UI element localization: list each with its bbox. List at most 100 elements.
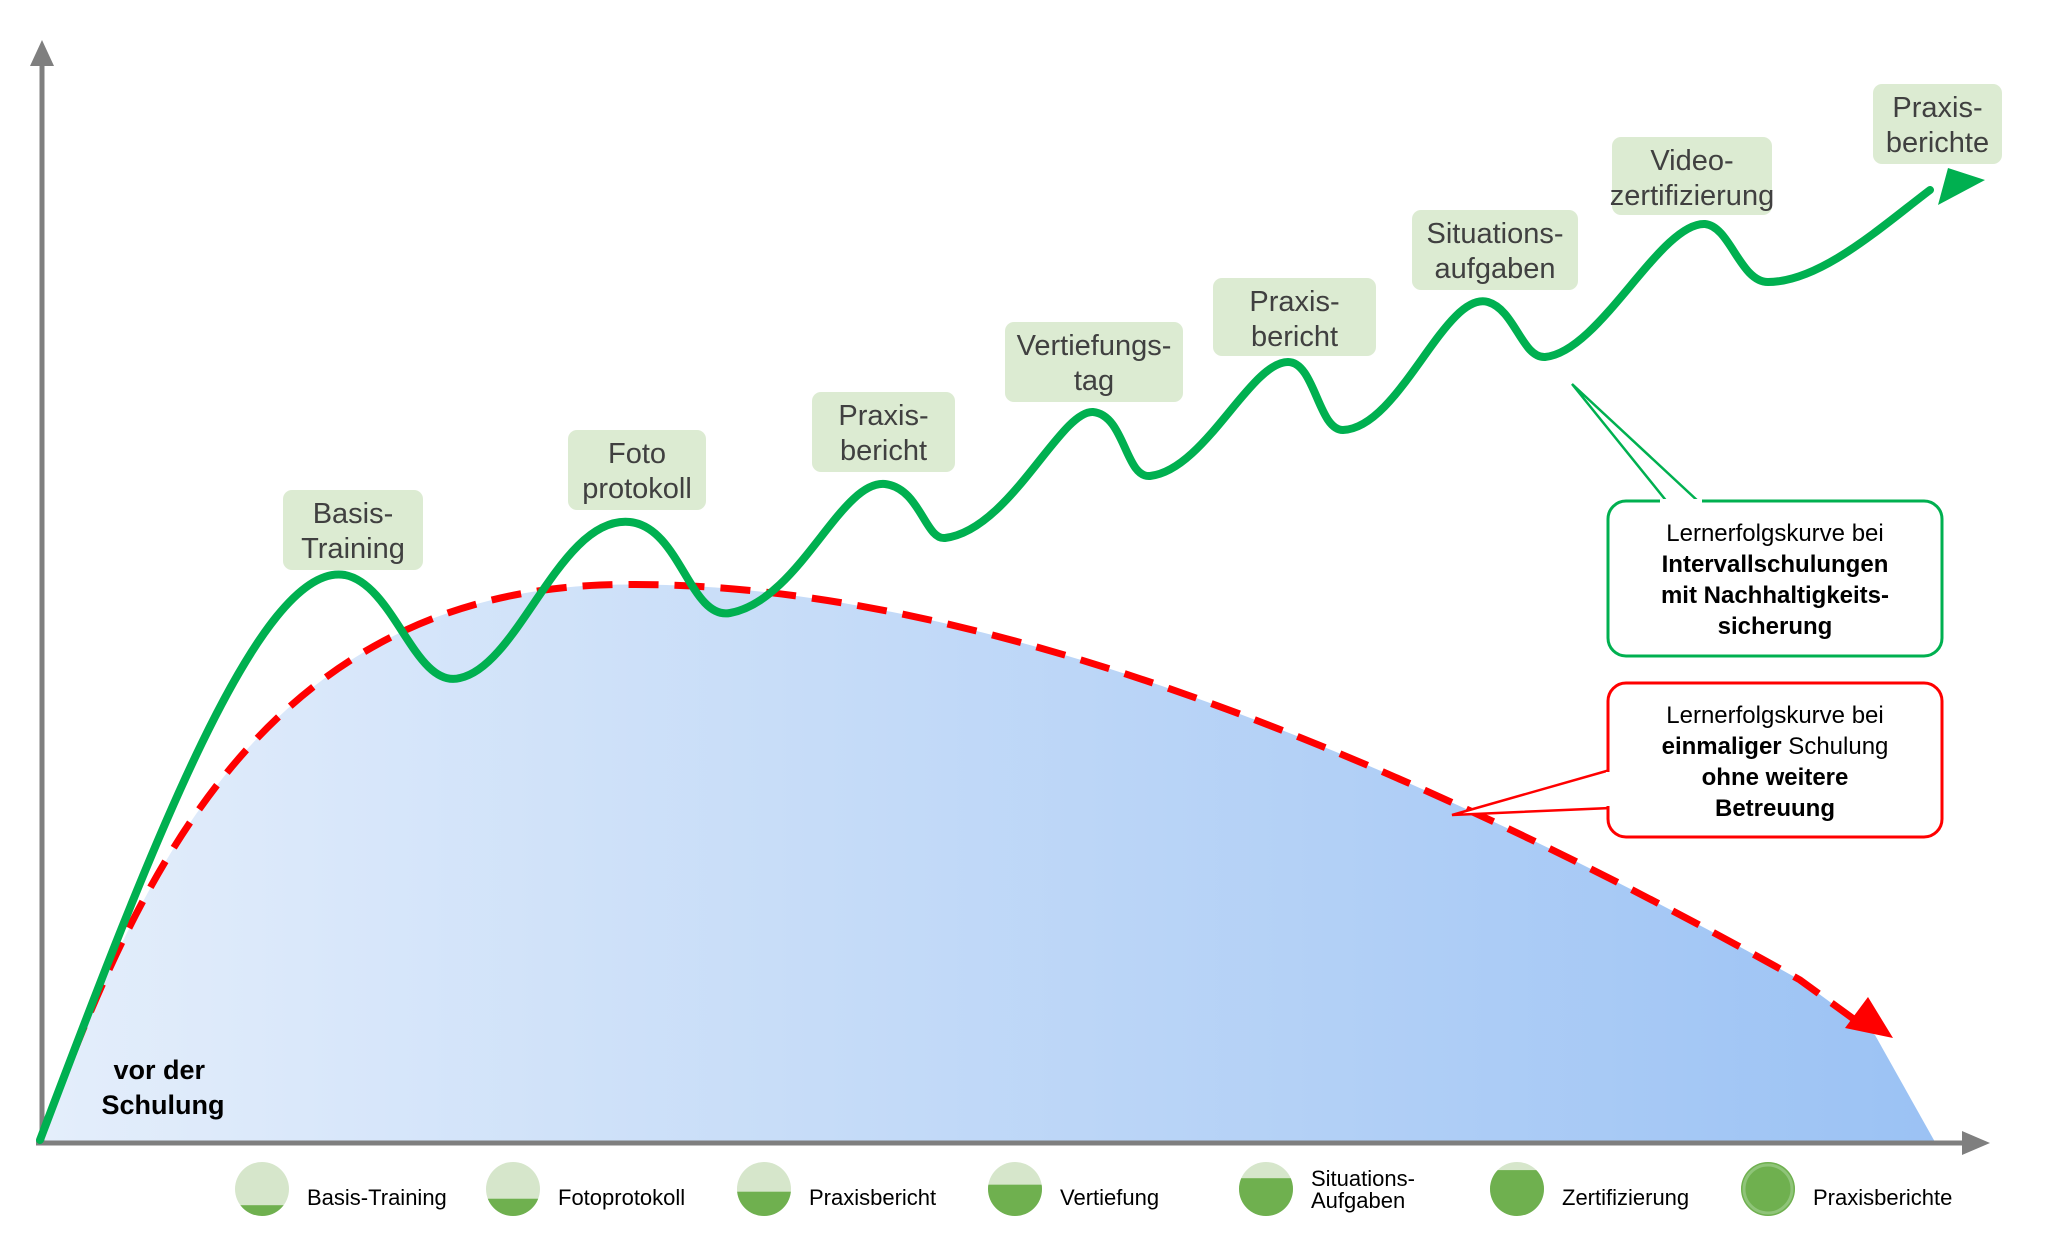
legend-label: Fotoprotokoll xyxy=(558,1185,685,1210)
milestone-label: Basis-Training xyxy=(301,498,405,565)
red-callout-pointer xyxy=(1451,768,1612,817)
milestone-box xyxy=(1612,137,1772,215)
legend-label-line: Vertiefung xyxy=(1060,1185,1159,1210)
milestone-box xyxy=(1213,278,1376,356)
milestone-label: Vertiefungs-tag xyxy=(1017,330,1172,397)
red-curve-arrowhead xyxy=(1845,997,1893,1038)
milestone-label: Praxis-bericht xyxy=(838,400,928,467)
milestone-8: Praxis-berichte xyxy=(1873,84,2002,164)
milestone-box xyxy=(812,392,955,472)
green-curve-line xyxy=(36,186,1934,1144)
start-label-line-1: vor der xyxy=(113,1055,205,1085)
milestone-7: Video-zertifizierung xyxy=(1610,137,1774,215)
legend-item-1: Basis-Training xyxy=(235,1162,447,1216)
red-callout-box xyxy=(1606,681,1944,839)
green-callout-line: sicherung xyxy=(1718,613,1833,640)
legend-item-4: Vertiefung xyxy=(988,1162,1159,1216)
x-axis-arrowhead xyxy=(1962,1131,1990,1155)
legend-label: Zertifizierung xyxy=(1562,1185,1689,1210)
milestone-label-line: Praxis- xyxy=(1249,286,1339,318)
milestone-label-line: Video- xyxy=(1650,145,1733,177)
green-callout-box xyxy=(1606,499,1944,658)
milestone-label: Praxis-bericht xyxy=(1249,286,1339,353)
legend: Basis-Training Fotoprotokoll Praxisbericht… xyxy=(235,1162,1952,1216)
milestone-label: Foto protokoll xyxy=(582,438,692,505)
legend-item-6: Zertifizierung xyxy=(1490,1162,1689,1216)
green-curve-arrowhead xyxy=(1938,168,1985,205)
legend-label-line: Zertifizierung xyxy=(1562,1185,1689,1210)
green-callout-line: Lernerfolgskurve bei xyxy=(1666,520,1883,547)
milestone-label-line: Praxis- xyxy=(838,400,928,432)
milestone-4: Vertiefungs-tag xyxy=(1005,322,1183,402)
legend-label-line: Basis-Training xyxy=(307,1185,447,1210)
start-label: vor der Schulung xyxy=(102,1055,225,1120)
milestone-label: Video-zertifizierung xyxy=(1610,145,1774,212)
legend-label-line: Praxisbericht xyxy=(809,1185,936,1210)
legend-item-5: Situations-Aufgaben xyxy=(1239,1162,1415,1216)
legend-icon-fill xyxy=(988,1184,1042,1216)
milestone-1: Basis-Training xyxy=(283,490,423,570)
milestone-5: Praxis-bericht xyxy=(1213,278,1376,356)
legend-item-7: Praxisberichte xyxy=(1741,1162,1952,1216)
milestone-label-line: Foto xyxy=(608,438,666,470)
legend-item-2: Fotoprotokoll xyxy=(486,1162,685,1216)
milestone-label: Situations-aufgaben xyxy=(1426,218,1563,285)
red-curve xyxy=(36,580,1858,1142)
legend-item-3: Praxisbericht xyxy=(737,1162,936,1216)
legend-icon-fill xyxy=(235,1205,289,1216)
milestone-box xyxy=(1005,322,1183,402)
green-callout-text: Lernerfolgskurve bei Intervallschulungen m… xyxy=(1661,520,1889,640)
milestone-label: Praxis-berichte xyxy=(1886,92,1989,159)
milestone-label-line: bericht xyxy=(1251,321,1338,353)
milestone-6: Situations-aufgaben xyxy=(1412,210,1578,290)
red-callout-segment: einmaliger xyxy=(1662,733,1782,760)
legend-icon xyxy=(235,1162,289,1216)
milestone-label-line: bericht xyxy=(840,435,927,467)
milestone-label-line: tag xyxy=(1074,365,1114,397)
legend-label: Praxisbericht xyxy=(809,1185,936,1210)
start-label-line-2: Schulung xyxy=(102,1090,225,1120)
red-callout-segment: ohne weitere xyxy=(1702,764,1849,791)
legend-label-line: Fotoprotokoll xyxy=(558,1185,685,1210)
legend-icon-fill xyxy=(1741,1162,1795,1216)
milestone-label-line: Training xyxy=(301,533,405,565)
milestone-box xyxy=(1412,210,1578,290)
milestone-box xyxy=(568,430,706,510)
milestone-3: Praxis-bericht xyxy=(812,392,955,472)
green-callout-pointer xyxy=(1571,383,1704,505)
legend-label: Basis-Training xyxy=(307,1185,447,1210)
milestone-label-line: Situations- xyxy=(1426,218,1563,250)
y-axis-arrowhead xyxy=(30,40,54,66)
milestone-label-line: aufgaben xyxy=(1435,253,1556,285)
milestone-box xyxy=(1873,84,2002,164)
green-callout-line: mit Nachhaltigkeits- xyxy=(1661,582,1889,609)
legend-icon-fill xyxy=(486,1198,540,1216)
milestone-label-line: Praxis- xyxy=(1892,92,1982,124)
milestone-labels: Basis-Training Foto protokoll Praxis-berich… xyxy=(283,84,2002,570)
red-callout-segment: Schulung xyxy=(1782,733,1889,760)
legend-label: Situations-Aufgaben xyxy=(1311,1166,1415,1213)
legend-icon-fill xyxy=(737,1191,791,1216)
legend-label-line: Praxisberichte xyxy=(1813,1185,1952,1210)
forgetting-area xyxy=(40,584,1935,1142)
legend-label-line: Aufgaben xyxy=(1311,1188,1405,1213)
milestone-label-line: berichte xyxy=(1886,127,1989,159)
red-callout: Lernerfolgskurve bei einmaliger Schulung o… xyxy=(1451,681,1944,839)
legend-icon-fill xyxy=(1239,1178,1293,1216)
legend-label: Vertiefung xyxy=(1060,1185,1159,1210)
legend-icon-fill xyxy=(1490,1170,1544,1216)
red-callout-segment: Betreuung xyxy=(1715,795,1835,822)
milestone-2: Foto protokoll xyxy=(568,430,706,510)
red-callout-text: Lernerfolgskurve bei einmaliger Schulung o… xyxy=(1662,702,1889,822)
legend-label: Praxisberichte xyxy=(1813,1185,1952,1210)
red-callout-segment: Lernerfolgskurve bei xyxy=(1666,702,1883,729)
milestone-label-line: protokoll xyxy=(582,473,692,505)
axes xyxy=(30,40,1990,1155)
milestone-box xyxy=(283,490,423,570)
milestone-label-line: Basis- xyxy=(313,498,394,530)
legend-label-line: Situations- xyxy=(1311,1166,1415,1191)
green-callout-line: Intervallschulungen xyxy=(1662,551,1889,578)
milestone-label-line: zertifizierung xyxy=(1610,180,1774,212)
